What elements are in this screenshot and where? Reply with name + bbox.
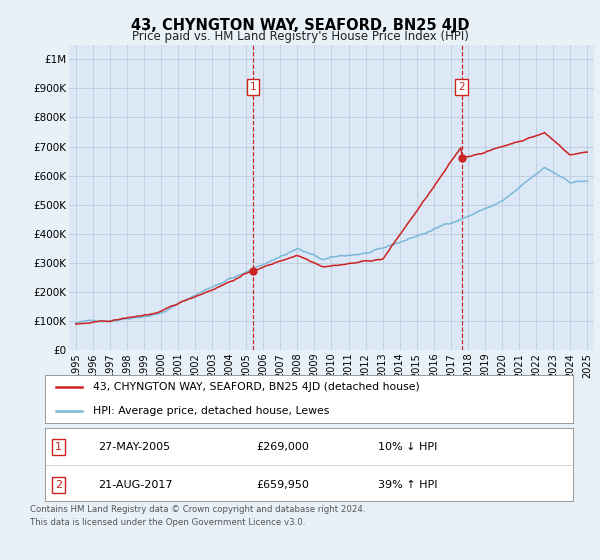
Text: HPI: Average price, detached house, Lewes: HPI: Average price, detached house, Lewe… bbox=[92, 406, 329, 416]
Text: Price paid vs. HM Land Registry's House Price Index (HPI): Price paid vs. HM Land Registry's House … bbox=[131, 30, 469, 43]
Text: 27-MAY-2005: 27-MAY-2005 bbox=[98, 442, 170, 452]
Text: This data is licensed under the Open Government Licence v3.0.: This data is licensed under the Open Gov… bbox=[30, 518, 305, 527]
Text: 43, CHYNGTON WAY, SEAFORD, BN25 4JD: 43, CHYNGTON WAY, SEAFORD, BN25 4JD bbox=[131, 18, 469, 33]
Text: £269,000: £269,000 bbox=[256, 442, 309, 452]
Text: 2: 2 bbox=[458, 82, 465, 92]
Text: 21-AUG-2017: 21-AUG-2017 bbox=[98, 480, 172, 490]
Text: 10% ↓ HPI: 10% ↓ HPI bbox=[377, 442, 437, 452]
Text: 2: 2 bbox=[55, 480, 62, 490]
Text: £659,950: £659,950 bbox=[256, 480, 309, 490]
Text: 43, CHYNGTON WAY, SEAFORD, BN25 4JD (detached house): 43, CHYNGTON WAY, SEAFORD, BN25 4JD (det… bbox=[92, 382, 419, 392]
Text: Contains HM Land Registry data © Crown copyright and database right 2024.: Contains HM Land Registry data © Crown c… bbox=[30, 505, 365, 514]
Text: 1: 1 bbox=[55, 442, 62, 452]
Text: 39% ↑ HPI: 39% ↑ HPI bbox=[377, 480, 437, 490]
Text: 1: 1 bbox=[250, 82, 257, 92]
